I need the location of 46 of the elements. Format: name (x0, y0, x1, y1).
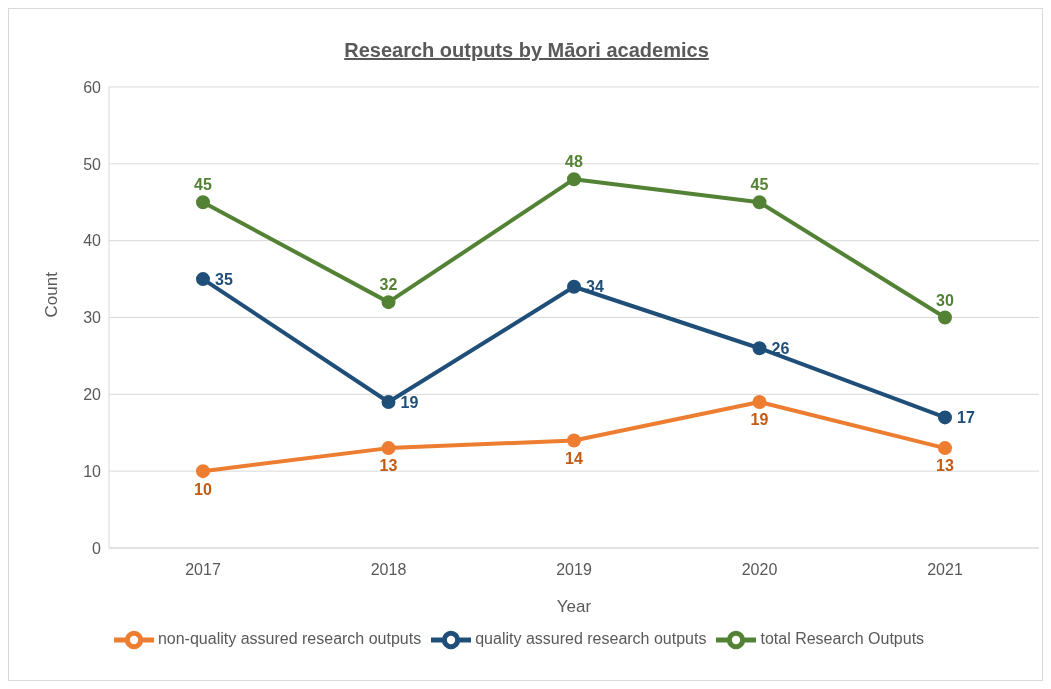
data-label: 13 (379, 457, 398, 475)
x-tick-label: 2017 (185, 561, 221, 579)
y-tick-label: 40 (83, 232, 102, 250)
point (567, 433, 581, 448)
x-tick-label: 2018 (370, 561, 407, 579)
data-label: 19 (750, 411, 769, 429)
point (938, 441, 952, 456)
chart-title: Research outputs by Māori academics (343, 39, 710, 62)
data-label: 19 (400, 393, 419, 411)
y-tick-label: 10 (83, 462, 102, 480)
y-axis-title: Count (42, 271, 62, 318)
point (567, 279, 581, 294)
legend-label: quality assured research outputs (475, 630, 707, 648)
point (196, 464, 210, 479)
y-tick-label: 20 (83, 386, 102, 404)
legend-label: total Research Outputs (760, 630, 925, 648)
point (196, 272, 210, 287)
x-tick-label: 2020 (741, 561, 778, 579)
point (938, 410, 952, 425)
legend-label: non-quality assured research outputs (157, 630, 422, 648)
point (196, 195, 210, 210)
x-axis-title: Year (556, 597, 592, 616)
point (752, 341, 767, 356)
data-label: 13 (936, 457, 954, 475)
x-tick-label: 2019 (556, 561, 592, 579)
data-label: 17 (957, 409, 975, 427)
y-tick-label: 50 (83, 155, 102, 173)
y-tick-label: 60 (83, 78, 102, 96)
data-label: 14 (565, 449, 583, 467)
point (381, 441, 396, 456)
y-tick-label: 0 (92, 539, 102, 557)
point (938, 310, 952, 325)
point (752, 195, 767, 210)
y-tick-label: 30 (83, 309, 102, 327)
data-label: 32 (379, 276, 398, 294)
data-label: 30 (936, 291, 954, 309)
point (752, 395, 767, 410)
data-label: 35 (215, 270, 233, 288)
point (567, 172, 581, 187)
point (381, 395, 396, 410)
x-tick-label: 2021 (927, 561, 963, 579)
data-label: 45 (194, 176, 212, 194)
data-label: 10 (194, 480, 212, 498)
data-label: 48 (565, 153, 583, 171)
point (381, 295, 396, 310)
data-label: 45 (750, 176, 769, 194)
